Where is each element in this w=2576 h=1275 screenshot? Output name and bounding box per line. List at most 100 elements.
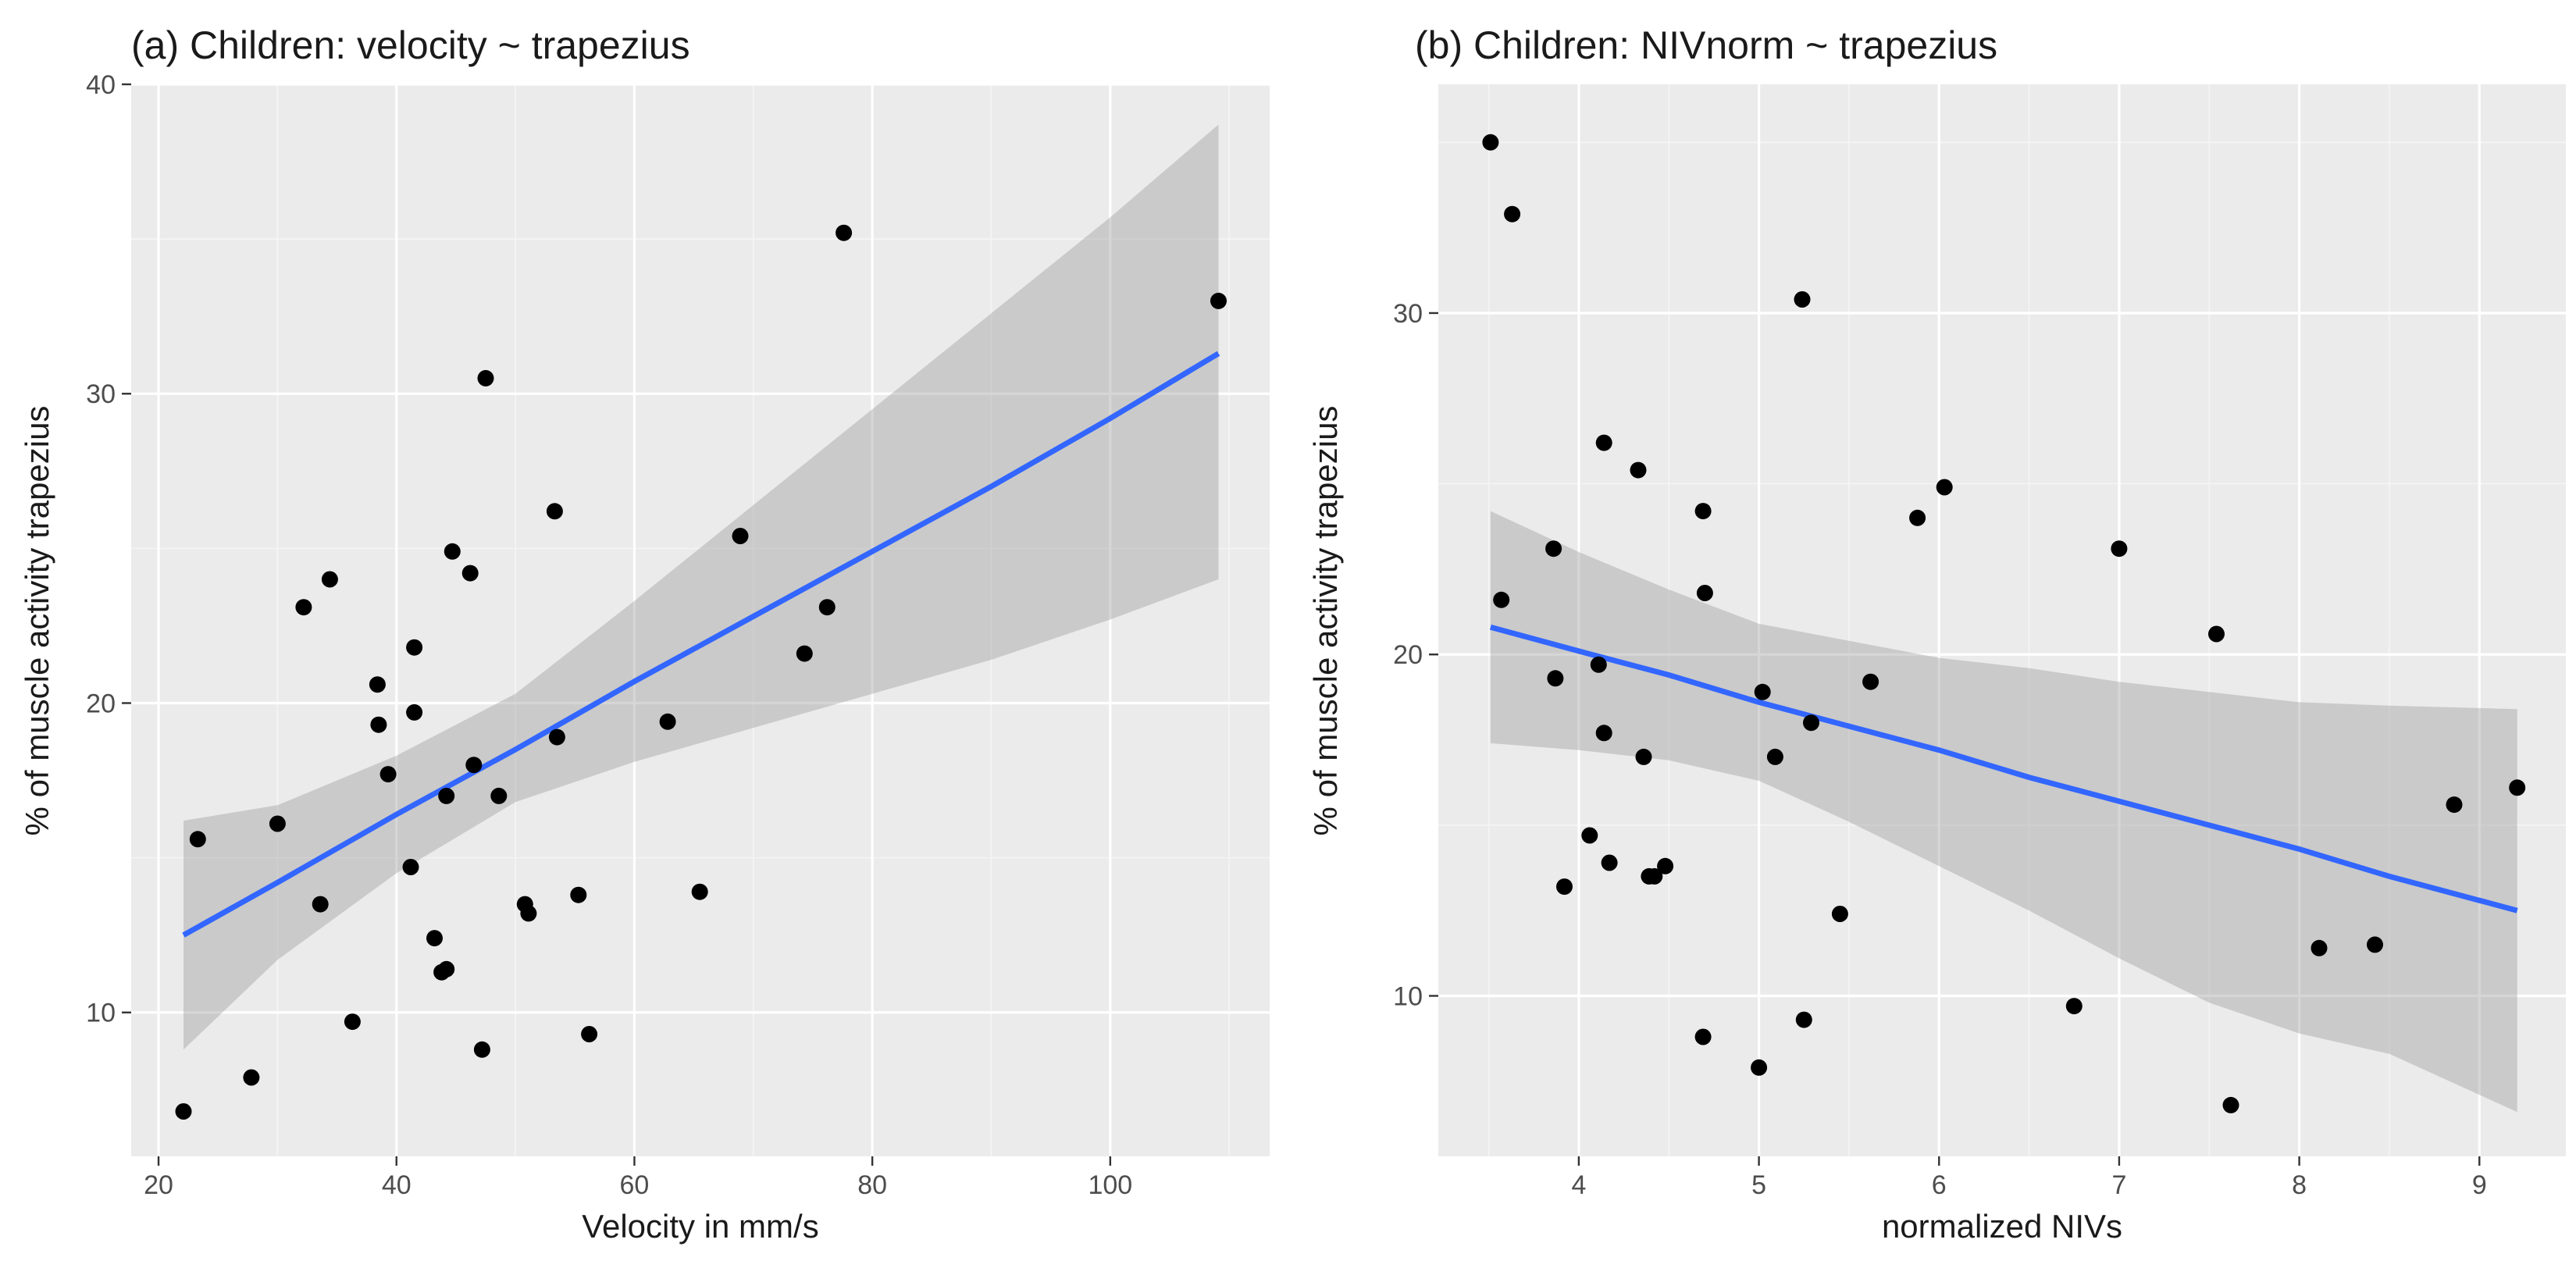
panel-a-data-point (465, 757, 483, 774)
panel-a-data-point (295, 599, 312, 616)
panel-b-data-point (1694, 1028, 1712, 1045)
panel-a-major-grid (131, 83, 1270, 1156)
panel-b-data-point (1635, 748, 1652, 765)
panel-a-data-point (369, 676, 386, 693)
panel-a: (a) Children: velocity ~ trapezius 20 40 6… (19, 23, 1270, 1245)
panel-b-x-tick-label: 8 (2292, 1170, 2307, 1200)
panel-a-data-point (836, 224, 853, 241)
panel-a-data-point (312, 896, 329, 913)
panel-a-ci-band (183, 124, 1219, 1050)
panel-b-x-tick-label: 9 (2472, 1170, 2487, 1200)
panel-b-data-point (1831, 906, 1848, 922)
panel-a-data-point (659, 713, 676, 730)
panel-a-data-point (444, 543, 461, 560)
panel-a-data-point (406, 703, 423, 721)
panel-a-data-point (344, 1013, 361, 1031)
panel-a-data-point (175, 1103, 192, 1120)
panel-b-confidence-band (1490, 511, 2517, 1113)
panel-a-data-point (321, 571, 338, 588)
panel-b-x-axis-title: normalized NIVs (1882, 1208, 2122, 1245)
panel-a-y-tick-label: 20 (86, 689, 116, 718)
panel-a-data-point (243, 1069, 260, 1086)
panel-b-y-axis-title: % of muscle activity trapezius (1307, 406, 1344, 836)
panel-a-data-point (818, 599, 836, 616)
panel-a-x-tick-label: 60 (620, 1170, 650, 1200)
panel-a-data-point (477, 369, 494, 386)
panel-a-x-tick-label: 100 (1088, 1170, 1132, 1200)
panel-a-data-point (796, 645, 813, 662)
panel-a-data-point (438, 960, 455, 978)
panel-b-minor-grid (1438, 84, 2566, 1156)
panel-b-data-point (1936, 479, 1953, 496)
panel-b-x-tick-label: 6 (1932, 1170, 1947, 1200)
panel-a-x-tick-label: 20 (144, 1170, 173, 1200)
panel-b-data-point (1547, 670, 1564, 687)
panel-b-data-point (1794, 291, 1811, 308)
panel-a-ticks: 20 40 60 80 100 10 20 30 40 (86, 70, 1132, 1200)
panel-b-x-tick-label: 7 (2111, 1170, 2126, 1200)
panel-a-x-tick-label: 80 (857, 1170, 887, 1200)
panel-a-title: (a) Children: velocity ~ trapezius (131, 23, 690, 67)
panel-b-data-point (2367, 936, 2383, 953)
panel-b-ticks: 4 5 6 7 8 9 10 20 30 (1393, 299, 2487, 1200)
panel-a-data-point (548, 728, 565, 746)
panel-a-regression-line (182, 351, 1220, 938)
panel-b-data-point (1595, 434, 1612, 451)
panel-b-data-point (1545, 540, 1562, 557)
panel-a-fit-line (182, 351, 1220, 938)
panel-b-data-point (1657, 857, 1674, 874)
panel-b-data-point (1795, 1011, 1812, 1028)
panel-a-data-point (269, 815, 286, 832)
panel-a-y-tick-label: 10 (86, 999, 116, 1028)
panel-a-confidence-band (183, 124, 1219, 1050)
panel-b-data-point (2065, 998, 2083, 1015)
panel-b-data-point (1751, 1059, 1768, 1076)
panel-b-fit-line (1489, 624, 2518, 914)
panel-a-data-point (402, 859, 419, 875)
panel-b-regression-line (1489, 624, 2518, 914)
panel-a-data-point (461, 564, 479, 582)
panel-b-data-point (1803, 714, 1819, 732)
panel-b-ci-band (1490, 511, 2517, 1113)
panel-b-data-point (2222, 1096, 2239, 1113)
panel-a-plot-area (131, 84, 1270, 1156)
panel-b-data-point (1696, 585, 1713, 601)
panel-b-y-tick-label: 30 (1393, 299, 1423, 329)
panel-b-x-tick-label: 4 (1571, 1170, 1586, 1200)
panel-a-data-point (189, 831, 206, 848)
panel-b-data-point (1595, 725, 1612, 742)
panel-a-data-point (520, 905, 537, 922)
panel-a-y-tick-label: 30 (86, 379, 116, 409)
panel-a-data-point (581, 1026, 598, 1042)
panel-b-data-point (1909, 509, 1926, 526)
panel-a-data-point (473, 1041, 490, 1058)
panel-b-data-point (1862, 673, 1879, 690)
panel-a-data-point (1210, 292, 1227, 309)
panel-a-data-point (546, 503, 563, 520)
panel-a-data-point (379, 766, 397, 783)
panel-b-data-point (2509, 779, 2526, 796)
panel-b-data-point (1482, 134, 1499, 151)
panel-a-minor-grid (131, 84, 1270, 1156)
panel-b-data-point (1754, 683, 1771, 700)
panel-a-data-point (691, 883, 708, 900)
panel-a-data-point (438, 787, 455, 804)
panel-a-points (175, 224, 1227, 1120)
panel-a-data-point (406, 639, 423, 656)
panel-b-major-grid (1438, 84, 2566, 1156)
panel-b-y-tick-label: 10 (1393, 981, 1423, 1011)
panel-b-data-point (2446, 796, 2463, 814)
panel-b: (b) Children: NIVnorm ~ trapezius 4 5 6 7 8 9… (1307, 23, 2566, 1245)
panel-a-x-tick-label: 40 (382, 1170, 412, 1200)
panel-a-data-point (370, 716, 387, 733)
panel-b-y-tick-label: 20 (1393, 640, 1423, 670)
panel-b-data-point (2208, 625, 2225, 643)
panel-b-x-tick-label: 5 (1751, 1170, 1766, 1200)
panel-b-data-point (2311, 939, 2328, 956)
panel-a-x-axis-title: Velocity in mm/s (582, 1208, 818, 1245)
panel-b-data-point (1646, 867, 1663, 885)
panel-b-data-point (1694, 503, 1712, 520)
panel-b-data-point (2111, 540, 2128, 557)
panel-b-data-point (1630, 461, 1647, 479)
